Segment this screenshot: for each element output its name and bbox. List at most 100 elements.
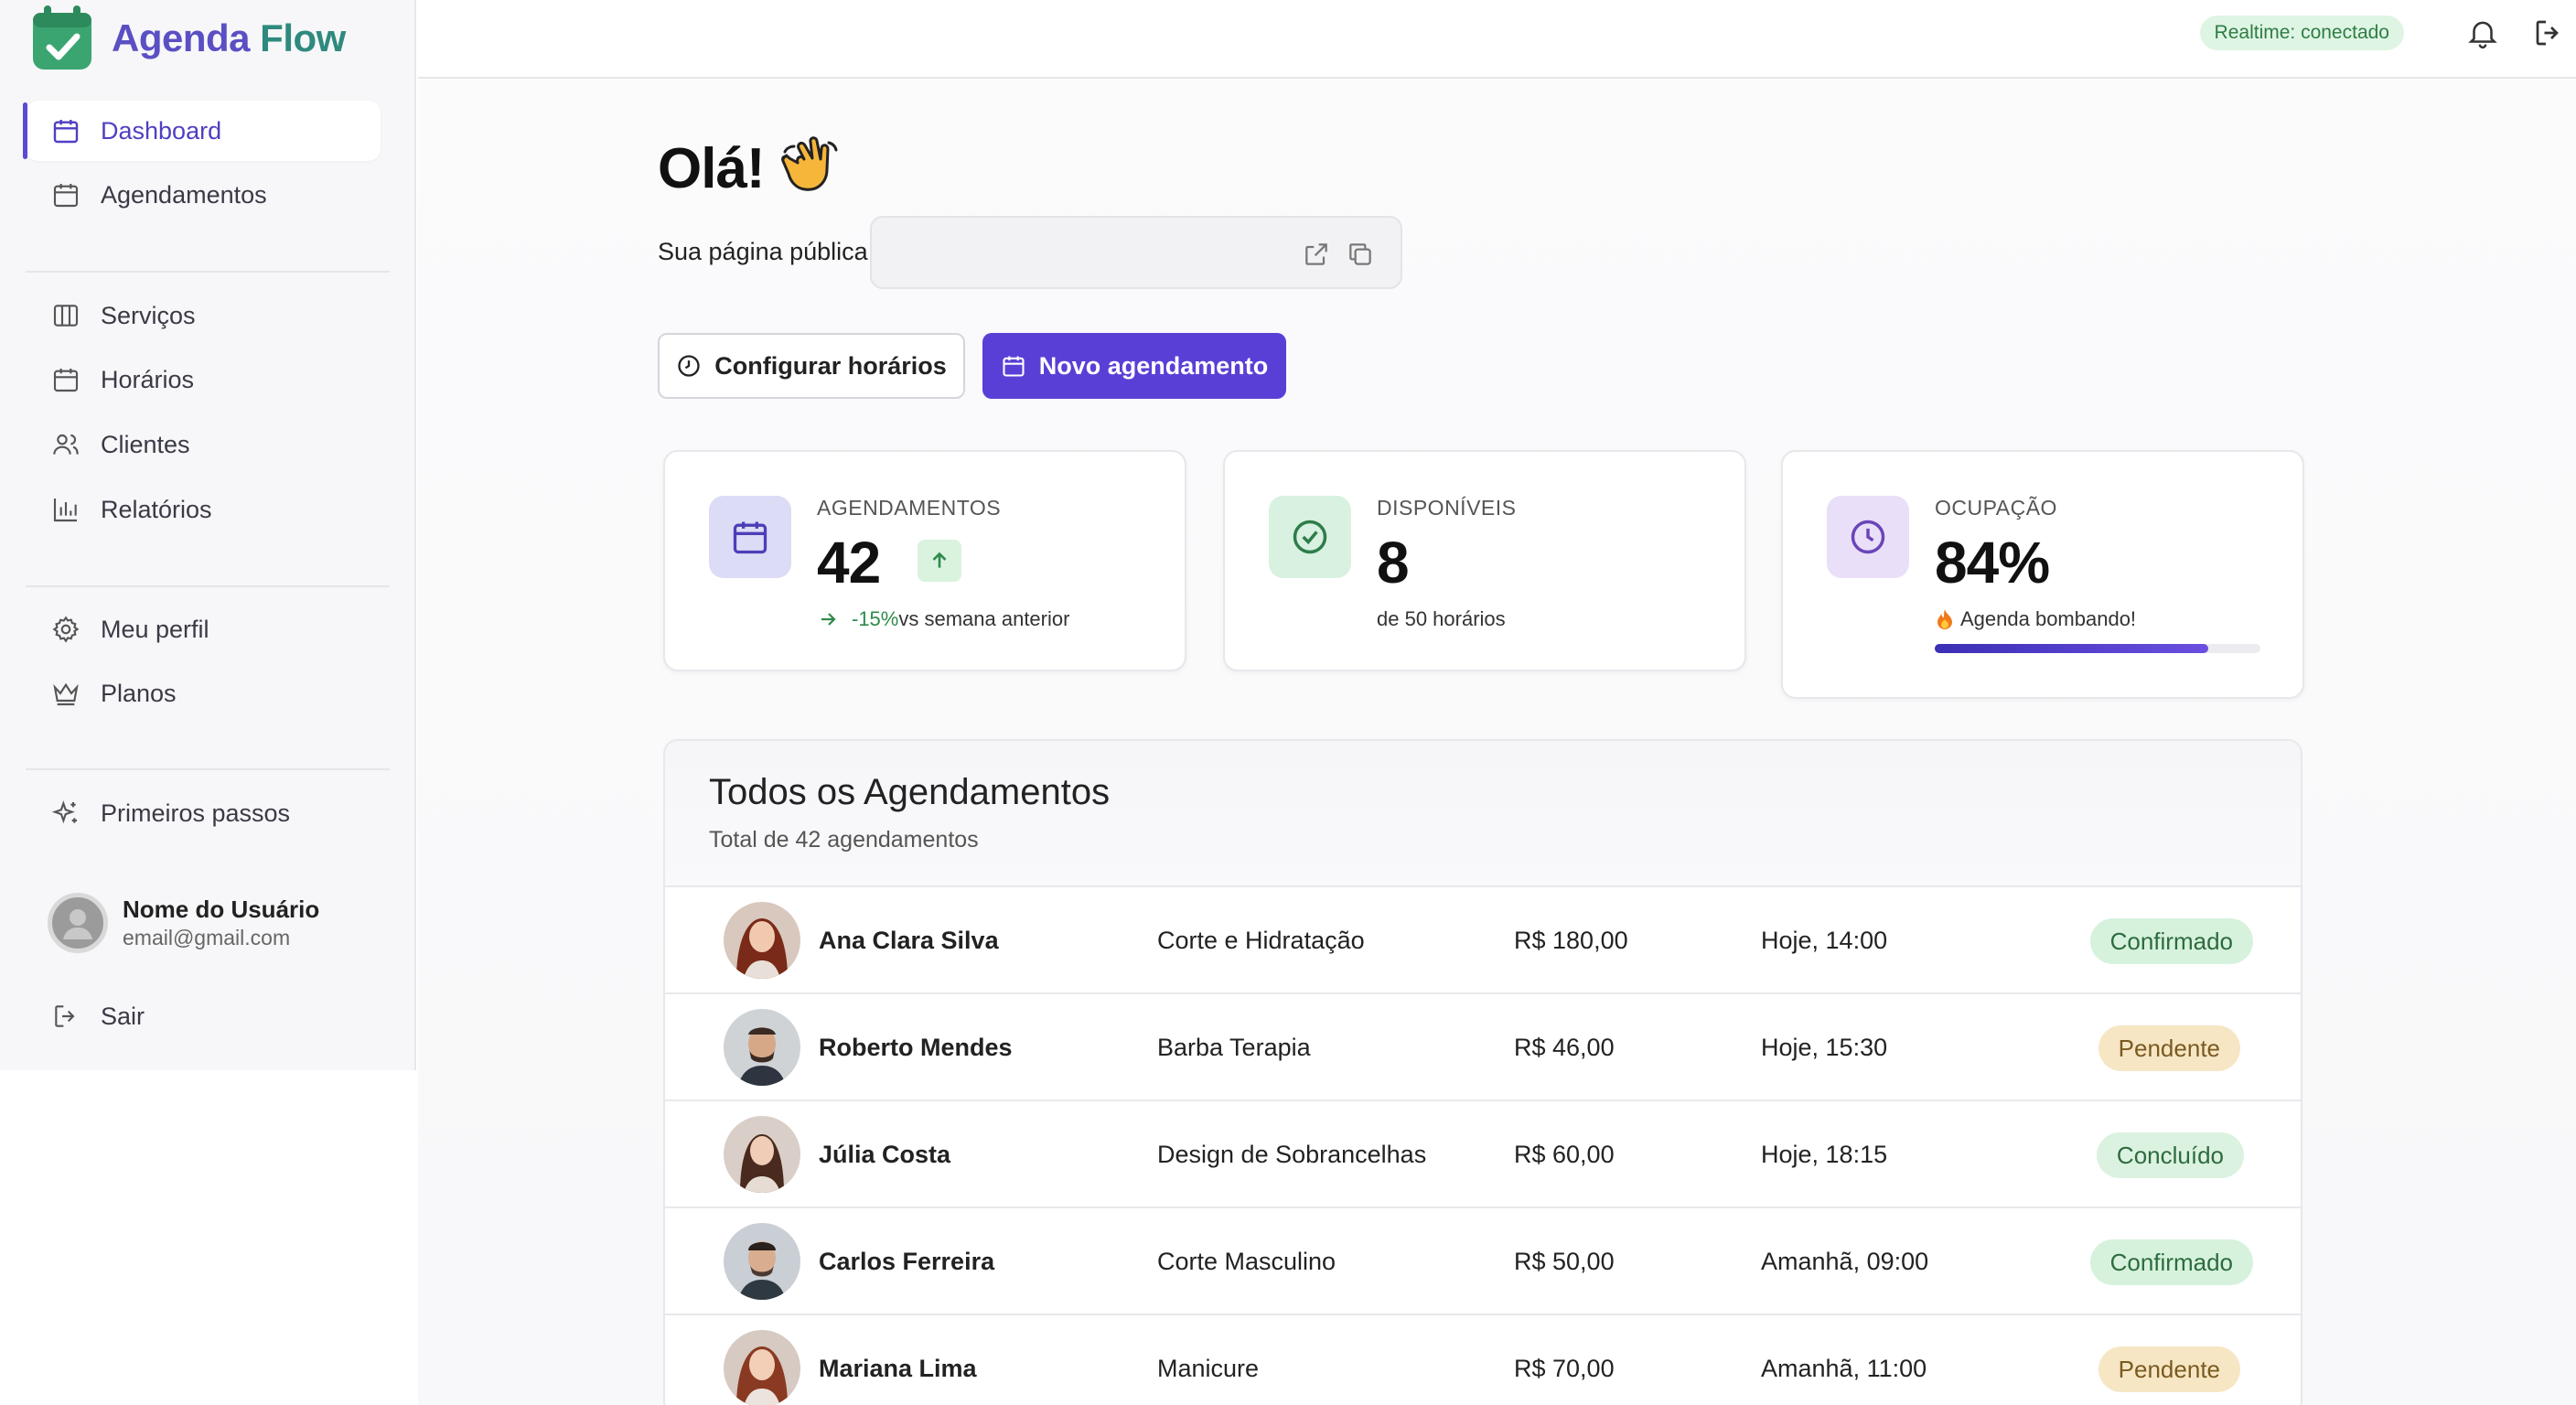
sidebar-item-label: Relatórios xyxy=(101,495,212,523)
stat-label: AGENDAMENTOS xyxy=(817,496,1002,520)
avatar xyxy=(48,893,108,953)
sidebar-item-clientes[interactable]: Clientes xyxy=(26,414,381,475)
appointments-panel: Todos os Agendamentos Total de 42 agenda… xyxy=(663,739,2302,1405)
user-email: email@gmail.com xyxy=(123,926,291,949)
sidebar-item-agendamentos[interactable]: Agendamentos xyxy=(26,165,381,225)
new-appointment-button[interactable]: Novo agendamento xyxy=(982,333,1286,399)
table-row[interactable]: Mariana Lima Manicure R$ 70,00 Amanhã, 1… xyxy=(665,1315,2301,1405)
price: R$ 50,00 xyxy=(1514,1248,1615,1275)
appointment-date: Amanhã, 09:00 xyxy=(1761,1248,1929,1275)
trend-up-icon xyxy=(918,540,961,582)
crown-icon xyxy=(53,682,79,706)
client-name: Júlia Costa xyxy=(819,1141,951,1168)
sidebar-item-label: Primeiros passos xyxy=(101,799,291,827)
client-name: Ana Clara Silva xyxy=(819,927,999,954)
status-badge: Pendente xyxy=(2098,1346,2240,1392)
avatar xyxy=(724,902,800,979)
status-badge: Confirmado xyxy=(2089,1239,2253,1285)
appointment-date: Hoje, 15:30 xyxy=(1761,1034,1888,1061)
appointments-subtitle: Total de 42 agendamentos xyxy=(709,827,979,853)
copy-icon[interactable] xyxy=(1346,240,1375,269)
price: R$ 60,00 xyxy=(1514,1141,1615,1168)
sidebar: Agenda Flow Dashboard Agendamentos Servi… xyxy=(0,0,416,1070)
users-icon xyxy=(53,434,79,455)
calendar-icon xyxy=(53,369,79,392)
app-logo[interactable]: Agenda Flow xyxy=(29,4,346,73)
service-name: Design de Sobrancelhas xyxy=(1157,1141,1427,1168)
clock-icon xyxy=(678,355,700,377)
table-row[interactable]: Roberto Mendes Barba Terapia R$ 46,00 Ho… xyxy=(665,994,2301,1101)
sidebar-divider xyxy=(26,768,390,770)
fire-icon xyxy=(1937,609,1952,629)
stat-label: OCUPAÇÃO xyxy=(1935,496,2057,520)
avatar xyxy=(724,1223,800,1300)
trend-text: vs semana anterior xyxy=(898,607,1070,630)
avatar xyxy=(724,1330,800,1405)
status-badge: Pendente xyxy=(2098,1025,2240,1071)
main-content: Olá! Sua página pública: Configurar horá… xyxy=(418,80,2576,1405)
stat-card-available: DISPONÍVEIS 8 de 50 horários xyxy=(1223,450,1746,671)
stat-label: DISPONÍVEIS xyxy=(1377,496,1517,520)
occupancy-progress-fill xyxy=(1935,644,2209,653)
external-link-icon[interactable] xyxy=(1302,240,1331,269)
table-row[interactable]: Júlia Costa Design de Sobrancelhas R$ 60… xyxy=(665,1101,2301,1208)
sidebar-item-primeiros-passos[interactable]: Primeiros passos xyxy=(26,783,381,843)
avatar xyxy=(724,1116,800,1193)
configure-hours-button[interactable]: Configurar horários xyxy=(658,333,965,399)
sidebar-item-horarios[interactable]: Horários xyxy=(26,349,381,410)
sidebar-divider xyxy=(26,585,390,587)
table-row[interactable]: Carlos Ferreira Corte Masculino R$ 50,00… xyxy=(665,1208,2301,1315)
appointment-date: Hoje, 18:15 xyxy=(1761,1141,1888,1168)
sidebar-item-servicos[interactable]: Serviços xyxy=(26,285,381,346)
check-circle-icon xyxy=(1269,496,1351,578)
logout-icon xyxy=(55,1005,75,1027)
logout-icon xyxy=(2536,20,2559,46)
notifications-button[interactable] xyxy=(2463,13,2503,53)
top-bar: Realtime: conectado xyxy=(418,0,2576,79)
trend-percent: -15% xyxy=(852,607,899,630)
sidebar-item-planos[interactable]: Planos xyxy=(26,663,381,724)
stat-sub: Agenda bombando! xyxy=(1935,607,2136,631)
logout-top-button[interactable] xyxy=(2528,13,2569,53)
sidebar-item-label: Planos xyxy=(101,679,177,707)
stat-value: 84% xyxy=(1935,530,2050,595)
gear-icon xyxy=(52,616,80,643)
calendar-check-logo-icon xyxy=(29,4,95,73)
appointments-title: Todos os Agendamentos xyxy=(709,772,1111,812)
calendar-icon xyxy=(53,184,79,208)
user-profile-card[interactable]: Nome do Usuário email@gmail.com xyxy=(48,893,319,953)
logout-button[interactable]: Sair xyxy=(26,986,381,1046)
appointments-panel-header: Todos os Agendamentos Total de 42 agenda… xyxy=(665,741,2301,887)
stat-card-appointments: AGENDAMENTOS 42 -15% vs semana anterior xyxy=(663,450,1186,671)
arrow-right-icon xyxy=(821,613,836,626)
status-badge: Confirmado xyxy=(2089,918,2253,964)
sidebar-item-label: Serviços xyxy=(101,301,196,329)
app-name: Agenda Flow xyxy=(112,16,346,59)
bell-icon xyxy=(2468,21,2497,49)
sidebar-divider xyxy=(26,271,390,273)
page-title: Olá! xyxy=(658,135,843,201)
service-name: Corte e Hidratação xyxy=(1157,927,1365,954)
bar-chart-icon xyxy=(53,499,77,522)
avatar xyxy=(724,1009,800,1086)
public-page-url-field[interactable] xyxy=(870,216,1402,289)
occupancy-progress-bar xyxy=(1935,644,2260,653)
sidebar-item-label: Meu perfil xyxy=(101,615,209,643)
stat-sub: de 50 horários xyxy=(1377,607,1506,630)
client-name: Carlos Ferreira xyxy=(819,1248,995,1275)
service-name: Manicure xyxy=(1157,1355,1260,1382)
sidebar-item-relatorios[interactable]: Relatórios xyxy=(26,479,381,540)
appointment-date: Hoje, 14:00 xyxy=(1761,927,1888,954)
configure-hours-label: Configurar horários xyxy=(714,351,947,380)
user-name: Nome do Usuário xyxy=(123,896,320,923)
waving-hand-icon xyxy=(780,136,838,191)
appointment-date: Amanhã, 11:00 xyxy=(1761,1355,1927,1382)
sidebar-item-meu-perfil[interactable]: Meu perfil xyxy=(26,599,381,660)
sidebar-item-dashboard[interactable]: Dashboard xyxy=(23,101,381,161)
stat-card-occupancy: OCUPAÇÃO 84% Agenda bombando! xyxy=(1781,450,2304,699)
table-row[interactable]: Ana Clara Silva Corte e Hidratação R$ 18… xyxy=(665,887,2301,994)
clock-icon xyxy=(1827,496,1909,578)
stat-trend: -15% vs semana anterior xyxy=(817,607,1069,631)
service-name: Barba Terapia xyxy=(1157,1034,1311,1061)
stat-value: 42 xyxy=(817,530,881,595)
